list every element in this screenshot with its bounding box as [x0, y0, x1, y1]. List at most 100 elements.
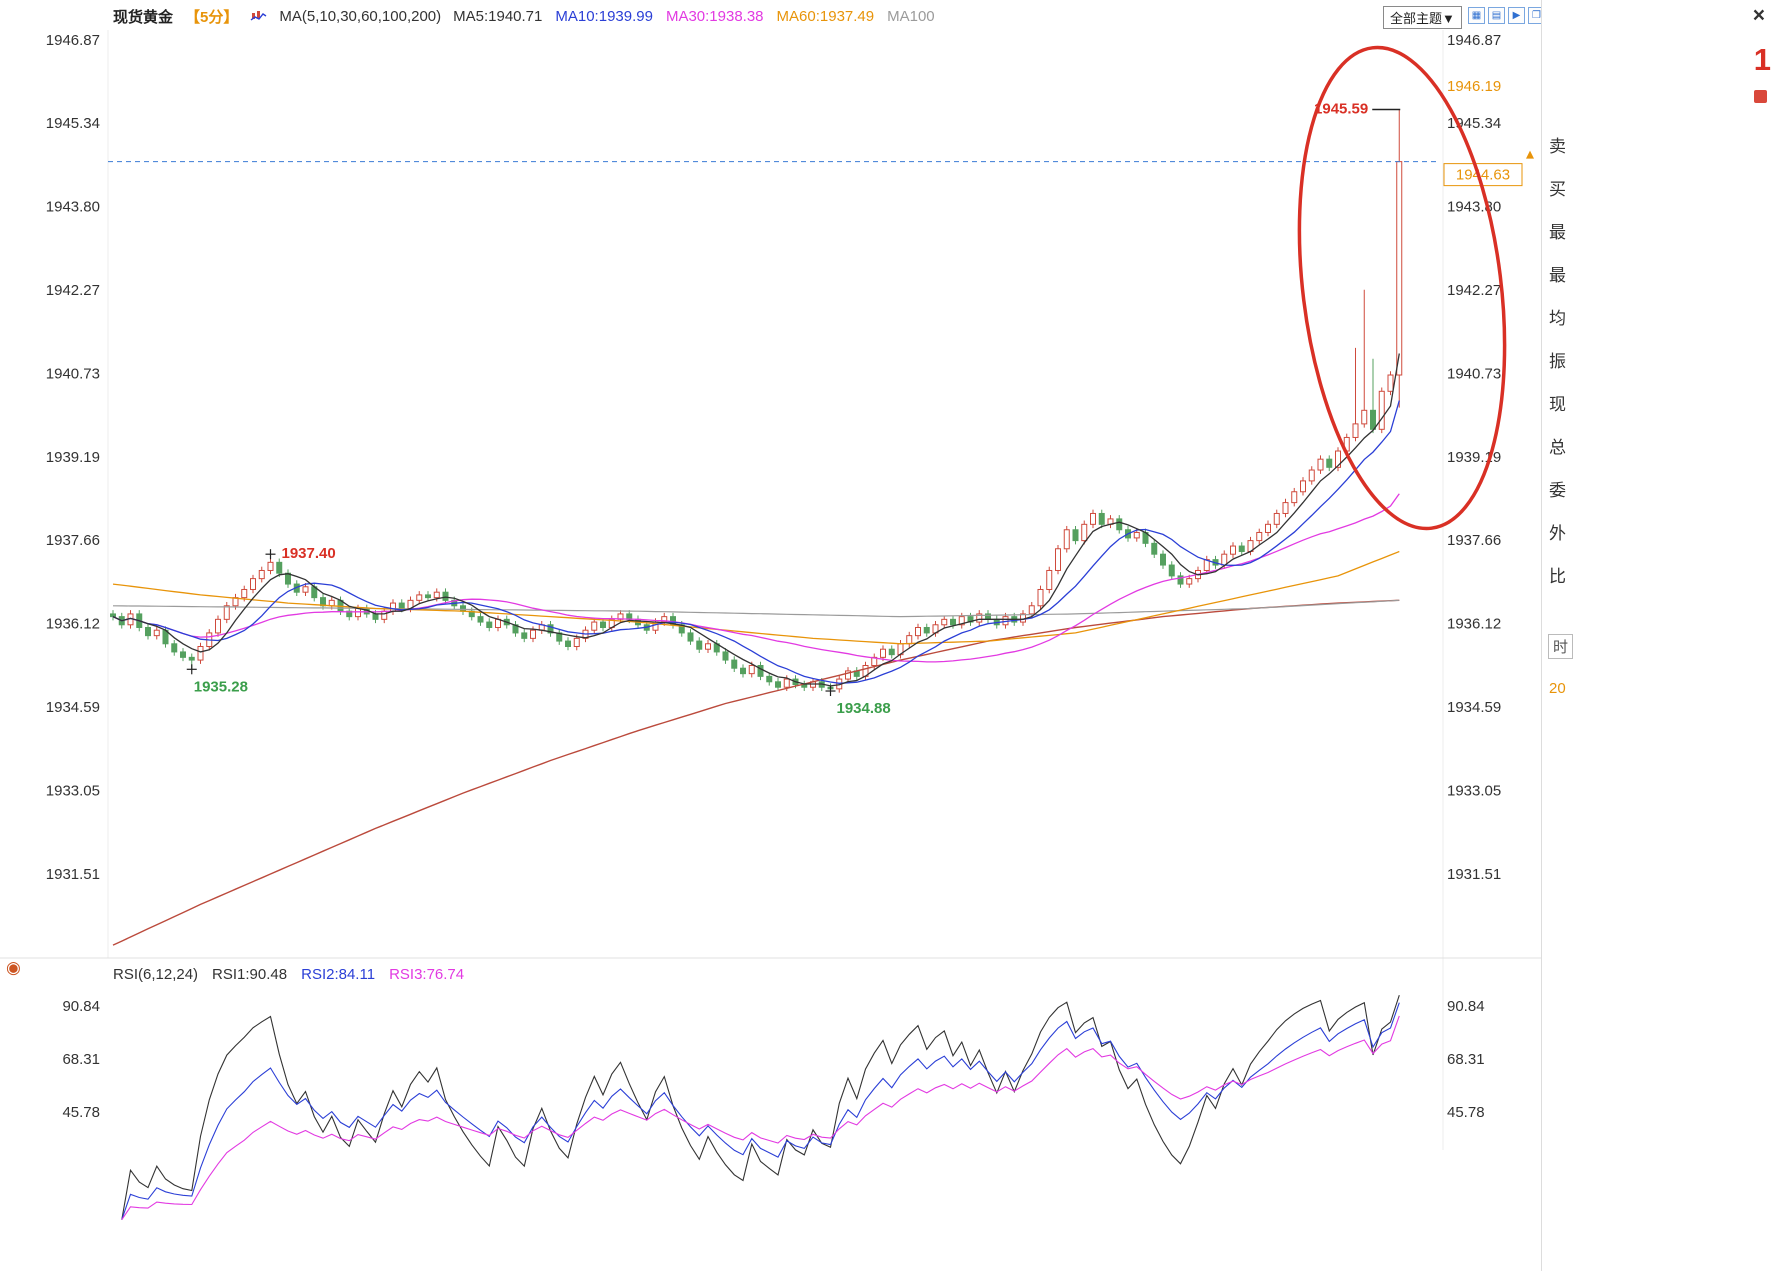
- candle-body: [328, 599, 335, 607]
- candle-body: [906, 635, 913, 645]
- quote-field-label: 买: [1549, 180, 1566, 199]
- candle-body: [565, 640, 571, 647]
- candle-body: [915, 626, 921, 637]
- rsi2-line: [121, 1002, 1400, 1220]
- candle-body: [1282, 502, 1289, 514]
- ma5-line: [112, 353, 1400, 687]
- ma-value-label: MA30:1938.38: [665, 7, 764, 25]
- price-axis-label-left: 1945.34: [46, 115, 100, 132]
- price-axis-label-right: 1946.87: [1447, 32, 1501, 49]
- price-axis-label-left: 1931.51: [46, 866, 100, 883]
- rsi3-line: [121, 1015, 1400, 1221]
- rsi-legend: RSI(6,12,24) RSI1:90.48 RSI2:84.11 RSI3:76…: [113, 966, 478, 983]
- price-axis-label-left: 1933.05: [46, 782, 100, 799]
- price-arrow-icon: [1526, 150, 1534, 159]
- theme-selector-button[interactable]: 全部主题▼: [1383, 6, 1462, 29]
- highlight-ellipse: [1297, 45, 1507, 531]
- candle-body: [687, 632, 694, 642]
- price-axis-label-left: 1946.87: [46, 32, 100, 49]
- close-icon[interactable]: ×: [1752, 4, 1765, 27]
- candle-body: [1055, 548, 1061, 571]
- candle-body: [442, 591, 449, 601]
- ma30-line: [112, 493, 1400, 663]
- symbol-name: 现货黄金: [113, 8, 174, 26]
- low-annotation: 1934.88: [837, 700, 891, 717]
- candle-body: [1177, 575, 1184, 585]
- candle-body: [1238, 545, 1245, 552]
- rsi-value-label: RSI2:84.11: [301, 966, 376, 983]
- candle-body: [1037, 588, 1044, 607]
- sun-icon[interactable]: ◉: [6, 958, 21, 977]
- candle-body: [302, 586, 309, 593]
- rsi-axis-label-left: 45.78: [62, 1104, 100, 1121]
- quote-field-label: 现: [1549, 395, 1566, 414]
- rsi-axis-label-right: 90.84: [1447, 998, 1485, 1015]
- candle-body: [731, 659, 738, 669]
- rsi-axis-label-right: 68.31: [1447, 1051, 1485, 1068]
- candle-body: [748, 665, 755, 675]
- candle-body: [1265, 523, 1271, 533]
- candle-body: [941, 618, 948, 626]
- candle-body: [766, 675, 773, 683]
- candle-grid-icon[interactable]: ▦: [1468, 7, 1485, 24]
- candle-body: [600, 621, 606, 628]
- ma-value-label: MA100: [887, 7, 935, 25]
- low-annotation: 1935.28: [194, 678, 248, 695]
- candle-body: [346, 610, 353, 618]
- candle-body: [223, 605, 230, 620]
- candle-body: [530, 629, 536, 639]
- candle-body: [888, 648, 895, 656]
- red-badge-icon: [1754, 90, 1767, 103]
- ma-value-label: MA60:1937.49: [776, 7, 875, 25]
- candle-body: [1378, 390, 1385, 430]
- play-icon[interactable]: ▶: [1508, 7, 1525, 24]
- price-axis-label-right: 1933.05: [1447, 782, 1501, 799]
- candle-body: [757, 665, 764, 677]
- candle-body: [398, 602, 405, 609]
- ma-value-label: MA10:1939.99: [555, 7, 653, 25]
- candle-body: [1090, 512, 1096, 525]
- panel-layout-icon[interactable]: ▤: [1488, 7, 1505, 24]
- candle-body: [180, 651, 186, 658]
- rsi-values: RSI1:90.48 RSI2:84.11 RSI3:76.74: [212, 966, 478, 983]
- time-partial-label: 20: [1549, 680, 1566, 697]
- candle-body: [573, 637, 580, 647]
- candle-body: [355, 607, 361, 618]
- price-axis-label-right: 1943.80: [1447, 199, 1501, 216]
- candle-body: [1308, 469, 1315, 482]
- price-axis-label-left: 1940.73: [46, 365, 100, 382]
- candle-body: [1317, 458, 1324, 471]
- candle-body: [696, 640, 703, 650]
- quote-field-label: 振: [1549, 352, 1566, 371]
- candle-body: [1081, 523, 1088, 542]
- candle-body: [1072, 529, 1079, 542]
- ma-group-label: MA(5,10,30,60,100,200): [279, 7, 442, 25]
- candle-body: [258, 569, 265, 580]
- candle-body: [1273, 512, 1280, 525]
- price-axis-label-left: 1939.19: [46, 449, 100, 466]
- candle-body: [1116, 518, 1123, 531]
- candle-body: [1256, 531, 1263, 542]
- candle-body: [1186, 578, 1193, 585]
- candle-body: [1168, 564, 1175, 577]
- candle-body: [783, 678, 790, 688]
- candle-body: [433, 591, 440, 599]
- candle-body: [591, 621, 598, 631]
- ma200-line: [112, 599, 1400, 946]
- candle-body: [241, 588, 248, 599]
- rsi-group-label: RSI(6,12,24): [113, 966, 199, 983]
- quote-field-label: 比: [1549, 567, 1566, 586]
- quote-field-label: 均: [1549, 309, 1566, 328]
- ma-value-label: MA5:1940.71: [453, 7, 543, 25]
- candle-body: [381, 610, 388, 620]
- price-axis-label-right: 1936.12: [1447, 616, 1501, 633]
- candle-body: [1396, 161, 1403, 376]
- candle-body: [845, 670, 851, 680]
- price-axis-label-right: 1942.27: [1447, 282, 1501, 299]
- time-tab[interactable]: 时: [1548, 634, 1574, 659]
- ma-legend-icon: [250, 9, 267, 24]
- candle-body: [1291, 491, 1298, 504]
- candle-body: [188, 656, 195, 661]
- candle-body: [267, 561, 274, 571]
